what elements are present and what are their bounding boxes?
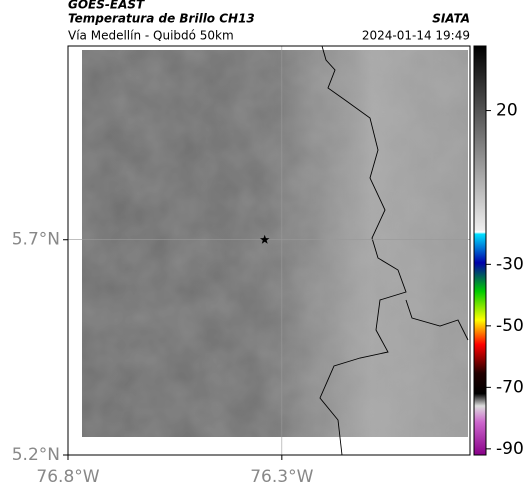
borders	[319, 45, 469, 456]
border-line	[319, 45, 407, 456]
border-line	[405, 299, 469, 341]
colorbar-tick-label: -70	[496, 377, 524, 397]
colorbar	[473, 45, 487, 456]
location-marker	[260, 234, 270, 244]
y-tick-label: 5.7°N	[12, 230, 60, 250]
colorbar-tick-label: 20	[496, 101, 518, 121]
route-label: Vía Medellín - Quibdó 50km	[68, 29, 234, 43]
timestamp: 2024-01-14 19:49	[362, 29, 470, 43]
org-label: SIATA	[432, 12, 470, 26]
y-tick-label: 5.2°N	[12, 445, 60, 465]
colorbar-tick-label: -50	[496, 316, 524, 336]
brightness-texture	[82, 50, 468, 437]
source-title: GOES-EAST	[68, 0, 145, 12]
x-tick-label: 76.3°W	[250, 467, 313, 487]
x-tick-label: 76.8°W	[36, 467, 99, 487]
map-frame	[67, 45, 471, 456]
colorbar-tick-label: -90	[496, 439, 524, 459]
product-title: Temperatura de Brillo CH13	[68, 12, 255, 26]
colorbar-tick-label: -30	[496, 254, 524, 274]
